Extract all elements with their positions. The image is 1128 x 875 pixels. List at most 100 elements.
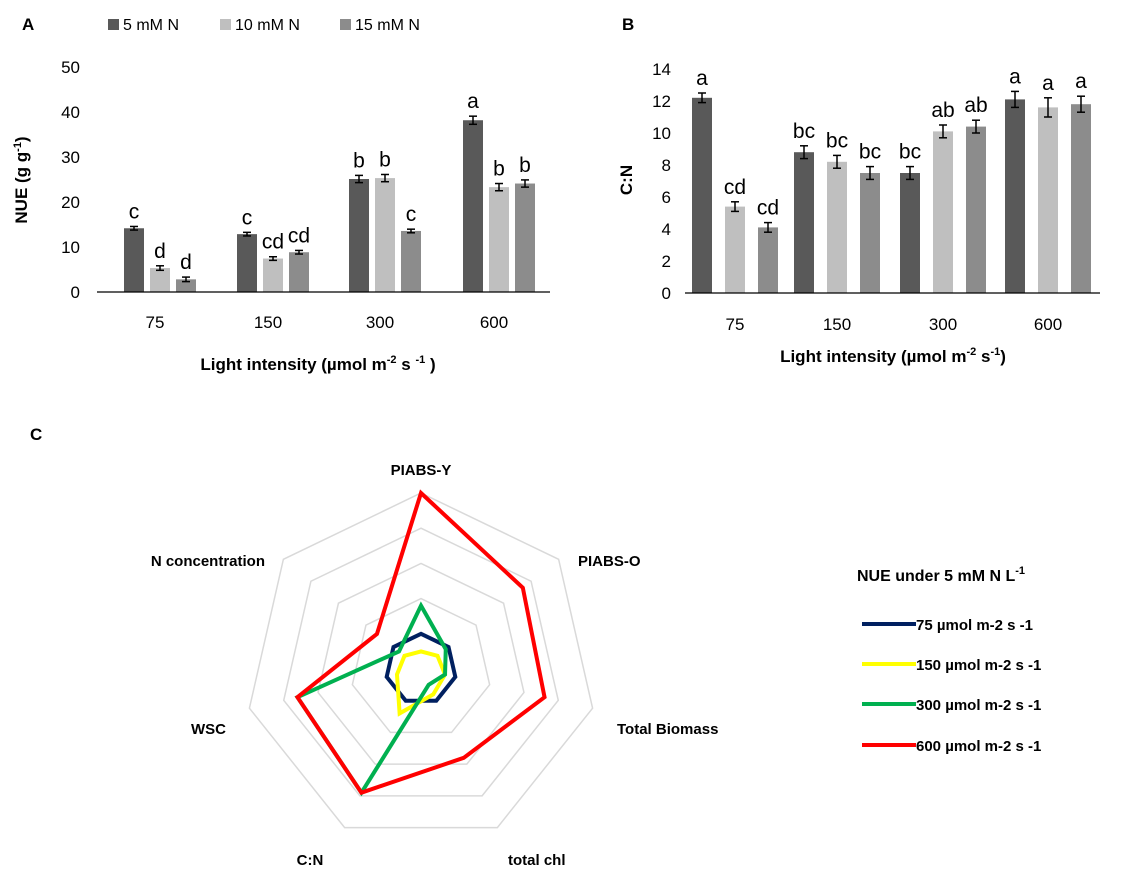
panel-a-legend: 5 mM N 10 mM N 15 mM N — [108, 17, 420, 34]
y-tick-a-1: 10 — [61, 238, 80, 257]
category-label-a-300: 300 — [366, 313, 394, 332]
sig-letter-b-150-s2: bc — [859, 141, 881, 164]
sig-letter-b-75-s1: cd — [724, 176, 746, 199]
error-bar-a-150-s2 — [295, 249, 303, 255]
error-bar-b-150-s2 — [866, 165, 874, 181]
bar-b-300-s0 — [900, 173, 920, 293]
bar-b-600-s1 — [1038, 107, 1058, 294]
bar-b-75-s0 — [692, 97, 712, 293]
radar-ring-3 — [317, 562, 525, 765]
radar-legend-label-300: 300 µmol m-2 s -1 — [916, 697, 1041, 714]
legend-swatch-10mm — [220, 19, 231, 30]
bar-a-75-s2 — [176, 279, 196, 292]
sig-letter-a-75-s2: d — [180, 251, 192, 274]
radar-axis-label-total-biomass: Total Biomass — [617, 721, 718, 738]
legend-swatch-5mm — [108, 19, 119, 30]
y-tick-a-0: 0 — [71, 283, 80, 302]
bar-b-75-s2 — [758, 227, 778, 293]
error-bar-a-600-s2 — [521, 179, 529, 188]
radar-legend: NUE under 5 mM N L-1 75 µmol m-2 s -1 15… — [857, 565, 1041, 755]
sig-letter-b-600-s2: a — [1075, 70, 1087, 93]
error-bar-a-300-s1 — [381, 173, 389, 183]
radar-ring-4 — [282, 527, 560, 797]
radar-grid — [248, 492, 594, 829]
y-tick-b-2: 4 — [662, 220, 671, 239]
y-axis-label-b: C:N — [617, 165, 636, 195]
error-bar-a-75-s1 — [156, 265, 164, 272]
sig-letter-a-150-s0: c — [242, 206, 253, 229]
error-bar-a-75-s0 — [130, 225, 138, 231]
sig-letter-a-300-s2: c — [406, 203, 417, 226]
sig-letter-a-300-s1: b — [379, 148, 391, 171]
error-bar-b-75-s1 — [731, 201, 739, 213]
error-bar-b-600-s2 — [1077, 95, 1085, 113]
error-bar-a-300-s2 — [407, 228, 415, 234]
error-bar-b-600-s0 — [1011, 90, 1019, 109]
sig-letter-b-300-s1: ab — [931, 99, 954, 122]
legend-label-10mm: 10 mM N — [235, 17, 300, 34]
panel-b: B 0 2 4 6 8 10 12 14 C:N 75 150 300 600 … — [617, 15, 1100, 366]
sig-letter-b-75-s2: cd — [757, 197, 779, 220]
radar-ring-2 — [351, 597, 491, 734]
panel-letter-b: B — [622, 15, 634, 34]
radar-series-2 — [294, 601, 448, 797]
bar-a-150-s1 — [263, 258, 283, 292]
sig-letter-a-75-s0: c — [129, 200, 140, 223]
error-bar-a-300-s0 — [355, 174, 363, 184]
error-bar-a-600-s0 — [469, 115, 477, 126]
legend-label-5mm: 5 mM N — [123, 17, 179, 34]
sig-letter-a-600-s0: a — [467, 90, 479, 113]
bar-a-150-s2 — [289, 252, 309, 292]
radar-axis-label-piabs-y: PIABS-Y — [391, 462, 452, 479]
radar-series — [294, 489, 547, 797]
error-bar-a-75-s2 — [182, 276, 190, 283]
bar-a-600-s0 — [463, 120, 483, 293]
panel-a: A 5 mM N 10 mM N 15 mM N 0 10 20 30 40 5… — [12, 15, 550, 374]
bar-a-75-s0 — [124, 228, 144, 292]
bar-b-300-s1 — [933, 131, 953, 293]
sig-letter-a-75-s1: d — [154, 240, 166, 263]
y-tick-b-6: 12 — [652, 92, 671, 111]
sig-letter-b-300-s0: bc — [899, 141, 921, 164]
bar-b-600-s2 — [1071, 104, 1091, 293]
bar-b-600-s0 — [1005, 99, 1025, 294]
y-tick-a-5: 50 — [61, 58, 80, 77]
category-label-b-150: 150 — [823, 315, 851, 334]
bar-a-600-s2 — [515, 183, 535, 292]
radar-axis-label-wsc: WSC — [191, 721, 226, 738]
error-bar-a-150-s1 — [269, 255, 277, 262]
y-axis-label-a: NUE (g g-1) — [12, 136, 31, 223]
sig-letter-b-600-s1: a — [1042, 72, 1054, 95]
radar-axis-label-total-chl: total chl — [508, 852, 566, 869]
sig-letter-b-600-s0: a — [1009, 65, 1021, 88]
error-bar-b-150-s1 — [833, 154, 841, 169]
sig-letter-b-300-s2: ab — [964, 94, 987, 117]
bar-b-75-s1 — [725, 206, 745, 293]
bar-b-150-s1 — [827, 161, 847, 293]
category-label-a-600: 600 — [480, 313, 508, 332]
category-label-b-75: 75 — [726, 315, 745, 334]
radar-legend-label-150: 150 µmol m-2 s -1 — [916, 657, 1041, 674]
bar-b-150-s0 — [794, 152, 814, 293]
y-tick-a-3: 30 — [61, 148, 80, 167]
bar-a-300-s1 — [375, 178, 395, 292]
error-bar-b-300-s2 — [972, 119, 980, 134]
sig-letter-a-600-s2: b — [519, 154, 531, 177]
error-bar-b-150-s0 — [800, 145, 808, 160]
radar-series-3 — [294, 489, 547, 796]
bar-b-300-s2 — [966, 126, 986, 293]
sig-letter-a-150-s2: cd — [288, 224, 310, 247]
y-tick-a-4: 40 — [61, 103, 80, 122]
bar-a-300-s0 — [349, 179, 369, 292]
x-axis-label-b: Light intensity (µmol m-2 s-1) — [780, 346, 1006, 366]
radar-series-1 — [394, 649, 448, 717]
sig-letter-a-300-s0: b — [353, 149, 365, 172]
bar-a-75-s1 — [150, 268, 170, 292]
category-label-a-150: 150 — [254, 313, 282, 332]
error-bar-b-75-s2 — [764, 221, 772, 233]
sig-letter-b-75-s0: a — [696, 67, 708, 90]
y-tick-b-3: 6 — [662, 188, 671, 207]
